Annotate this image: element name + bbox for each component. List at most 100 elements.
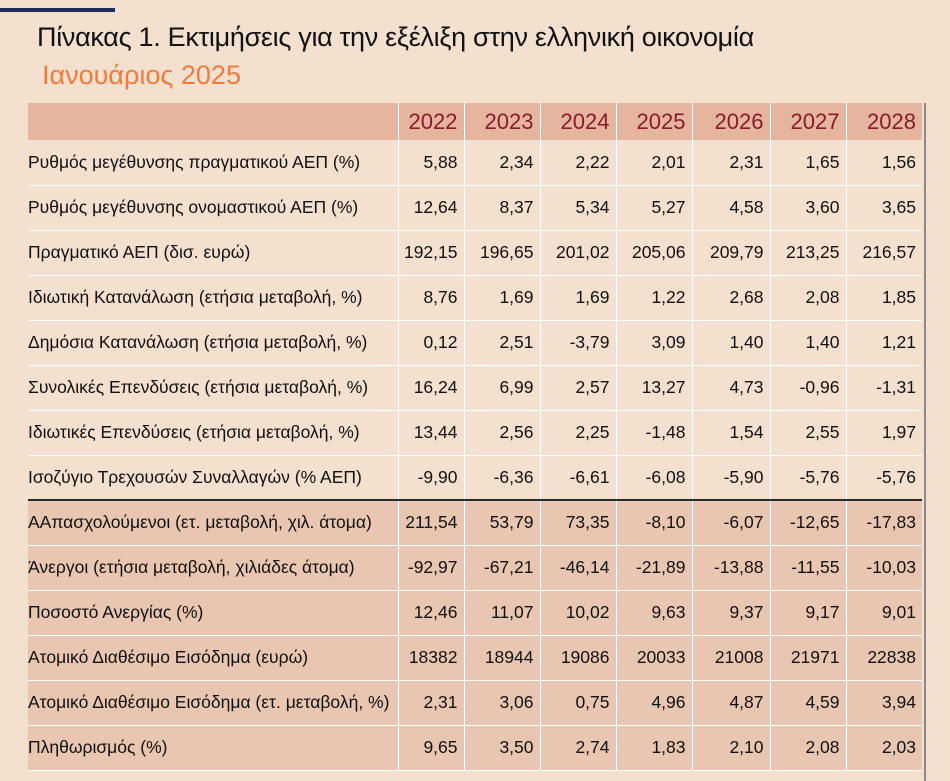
value-cell-2022: 18382 (398, 635, 465, 680)
value-cell-2028: 3,65 (881, 197, 916, 217)
value-cell-2022: 16,24 (398, 365, 465, 410)
value-cell-2022: 12,46 (398, 590, 465, 635)
value-cell-2025: 1,83 (616, 725, 693, 770)
value-cell-2023: -67,21 (464, 545, 541, 590)
table-row: Πραγματικό ΑΕΠ (δισ. ευρώ) 192,15 196,65 20… (28, 230, 922, 275)
value-cell-2026: -6,07 (692, 500, 771, 545)
value-cell-2027: -5,76 (770, 455, 847, 500)
value-cell-2026: 9,37 (692, 590, 771, 635)
value-cell-2024: 5,34 (540, 185, 617, 230)
value-cell-2024: 10,02 (540, 590, 617, 635)
value-cell-2028: -1,31 (876, 377, 916, 397)
value-cell-2026: 4,87 (692, 680, 771, 725)
value-cell-2022: 0,12 (398, 320, 465, 365)
value-cell-2024: 2,25 (540, 410, 617, 455)
value-cell-2025: 4,96 (616, 680, 693, 725)
table-row: ΑΑπασχολούμενοι (ετ. μεταβολή, χιλ. άτομ… (28, 500, 922, 545)
value-cell-2023: 1,69 (464, 275, 541, 320)
value-cell-2028: 1,85 (881, 287, 916, 307)
value-cell-2022: -92,97 (398, 545, 465, 590)
value-cell-2026: 1,54 (692, 410, 771, 455)
value-cell-2026: -13,88 (692, 545, 771, 590)
table-row: Δημόσια Κατανάλωση (ετήσια μεταβολή, %) 0… (28, 320, 922, 365)
row-label: Ιδιωτικές Επενδύσεις (ετήσια μεταβολή, %… (28, 410, 399, 455)
value-cell-2025: 9,63 (616, 590, 693, 635)
value-cell-2027: 2,08 (770, 275, 847, 320)
value-cell-2023: 8,37 (464, 185, 541, 230)
value-cell-2028: 216,57 (862, 242, 916, 262)
value-cell-2027: 1,40 (770, 320, 847, 365)
row-label: Πληθωρισμός (%) (28, 725, 399, 770)
row-label: Ατομικό Διαθέσιμο Εισόδημα (ευρώ) (28, 635, 399, 680)
value-cell-2026: 1,40 (692, 320, 771, 365)
value-cell-2023: 2,51 (464, 320, 541, 365)
value-cell-2023: 3,06 (464, 680, 541, 725)
year-header-2023: 2023 (464, 103, 541, 140)
value-cell-2028: 22838 (867, 647, 916, 667)
value-cell-2025: 2,01 (616, 140, 693, 185)
labour-income-group: ΑΑπασχολούμενοι (ετ. μεταβολή, χιλ. άτομ… (28, 500, 922, 770)
value-cell-2025: -6,08 (616, 455, 693, 500)
value-cell-2028: 3,94 (881, 692, 916, 712)
value-cell-2028: 1,21 (881, 332, 916, 352)
table-header-row: 2022 2023 2024 2025 2026 2027 2028 (28, 103, 922, 140)
value-cell-2024: -3,79 (540, 320, 617, 365)
value-cell-2024: 0,75 (540, 680, 617, 725)
value-cell-2025: -1,48 (616, 410, 693, 455)
value-cell-2026: 21008 (692, 635, 771, 680)
value-cell-2023: 3,50 (464, 725, 541, 770)
year-header-2024: 2024 (540, 103, 617, 140)
value-cell-2022: 211,54 (398, 500, 465, 545)
value-cell-2025: 205,06 (616, 230, 693, 275)
value-cell-2027: 21971 (770, 635, 847, 680)
row-label: ΑΑπασχολούμενοι (ετ. μεταβολή, χιλ. άτομ… (28, 500, 399, 545)
year-header-2022: 2022 (398, 103, 465, 140)
page-title: Πίνακας 1. Εκτιμήσεις για την εξέλιξη στ… (37, 22, 754, 52)
value-cell-2028: -17,83 (866, 512, 916, 533)
value-cell-2028: 1,56 (881, 151, 916, 172)
value-cell-2023: 2,34 (464, 140, 541, 185)
value-cell-2025: 5,27 (616, 185, 693, 230)
value-cell-2026: 4,73 (692, 365, 771, 410)
value-cell-2022: 9,65 (398, 725, 465, 770)
year-header-2025: 2025 (616, 103, 693, 140)
value-cell-2023: 18944 (464, 635, 541, 680)
year-header-2027: 2027 (770, 103, 847, 140)
macro-indicators-group: Ρυθμός μεγέθυνσης πραγματικού ΑΕΠ (%) 5,8… (28, 140, 922, 500)
value-cell-2023: 6,99 (464, 365, 541, 410)
value-cell-2026: 2,31 (692, 140, 771, 185)
value-cell-2025: 3,09 (616, 320, 693, 365)
value-cell-2024: 1,69 (540, 275, 617, 320)
page-subtitle: Ιανουάριος 2025 (42, 60, 241, 90)
row-label: Ρυθμός μεγέθυνσης πραγματικού ΑΕΠ (%) (28, 140, 399, 185)
value-cell-2027: 2,55 (770, 410, 847, 455)
table-row: Άνεργοι (ετήσια μεταβολή, χιλιάδες άτομα… (28, 545, 922, 590)
value-cell-2027: -11,55 (770, 545, 847, 590)
table-row: Πληθωρισμός (%) 9,65 3,50 2,74 1,83 2,10 2,08 2… (28, 725, 922, 770)
value-cell-2024: 201,02 (540, 230, 617, 275)
table-row: Ρυθμός μεγέθυνσης πραγματικού ΑΕΠ (%) 5,8… (28, 140, 922, 185)
value-cell-2022: 12,64 (398, 185, 465, 230)
table-row: Ατομικό Διαθέσιμο Εισόδημα (ετ. μεταβολή… (28, 680, 922, 725)
value-cell-2022: 5,88 (398, 140, 465, 185)
value-cell-2023: -6,36 (464, 455, 541, 500)
value-cell-2028: 2,03 (881, 737, 916, 757)
table-row: Συνολικές Επενδύσεις (ετήσια μεταβολή, %… (28, 365, 922, 410)
value-cell-2027: 4,59 (770, 680, 847, 725)
value-cell-2024: 2,57 (540, 365, 617, 410)
value-cell-2025: 1,22 (616, 275, 693, 320)
value-cell-2023: 11,07 (464, 590, 541, 635)
value-cell-2024: 73,35 (540, 500, 617, 545)
value-cell-2022: 192,15 (398, 230, 465, 275)
value-cell-2027: -0,96 (770, 365, 847, 410)
value-cell-2022: 2,31 (398, 680, 465, 725)
value-cell-2026: 2,10 (692, 725, 771, 770)
table-row: Ατομικό Διαθέσιμο Εισόδημα (ευρώ) 18382 18… (28, 635, 922, 680)
row-label: Ποσοστό Ανεργίας (%) (28, 590, 399, 635)
economic-estimates-table: 2022 2023 2024 2025 2026 2027 2028 Ρυθμός μεγέ… (28, 103, 922, 771)
value-cell-2028: 9,01 (881, 602, 916, 622)
value-cell-2024: 2,22 (540, 140, 617, 185)
value-cell-2025: 13,27 (616, 365, 693, 410)
table-row: Ποσοστό Ανεργίας (%) 12,46 11,07 10,02 9,63 9… (28, 590, 922, 635)
row-label: Συνολικές Επενδύσεις (ετήσια μεταβολή, %… (28, 365, 399, 410)
